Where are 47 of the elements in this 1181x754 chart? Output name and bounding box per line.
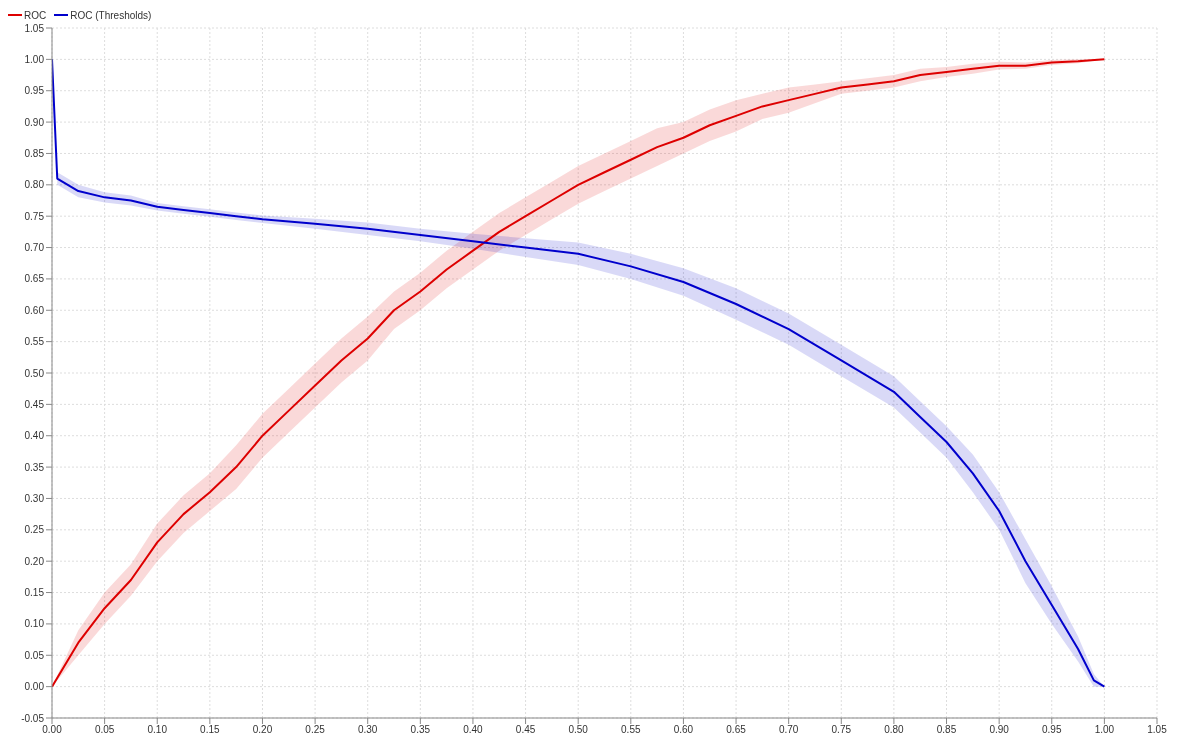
- y-tick-label: 1.05: [24, 22, 45, 34]
- y-tick-label: 0.10: [24, 618, 45, 630]
- legend-label: ROC: [24, 9, 47, 21]
- y-tick-label: 0.80: [24, 179, 45, 191]
- x-tick-label: 0.15: [200, 724, 221, 736]
- x-tick-label: 0.65: [726, 724, 747, 736]
- x-tick-label: 0.70: [778, 724, 799, 736]
- y-tick-label: 0.25: [24, 524, 45, 536]
- y-tick-label: 0.65: [24, 273, 45, 285]
- y-tick-label: 0.75: [24, 210, 45, 222]
- y-tick-label: 0.20: [24, 555, 45, 567]
- x-tick-label: 0.50: [568, 724, 589, 736]
- x-tick-label: 0.05: [94, 724, 115, 736]
- y-tick-label: 0.30: [24, 493, 45, 504]
- y-tick-label: 0.50: [24, 367, 45, 379]
- x-tick-label: 0.45: [515, 724, 536, 736]
- x-tick-label: 0.10: [147, 724, 168, 736]
- x-tick-label: 0.60: [673, 724, 694, 736]
- x-tick-label: 0.85: [936, 724, 957, 736]
- y-tick-label: 0.40: [24, 430, 45, 442]
- y-tick-label: 0.60: [24, 304, 45, 316]
- y-tick-label: 0.55: [24, 336, 45, 348]
- y-tick-label: 0.05: [24, 649, 45, 661]
- x-tick-label: 0.40: [463, 724, 484, 736]
- x-tick-label: 0.75: [831, 724, 852, 736]
- x-tick-label: 0.00: [42, 724, 63, 736]
- y-tick-label: 0.85: [24, 148, 45, 159]
- x-tick-label: 0.25: [305, 724, 326, 736]
- x-tick-label: 0.35: [410, 724, 431, 736]
- y-tick-label: 0.35: [24, 461, 45, 473]
- y-tick-label: 0.70: [24, 242, 45, 254]
- x-tick-label: 0.30: [357, 724, 378, 736]
- y-tick-label: 0.45: [24, 398, 45, 410]
- y-tick-label: 0.90: [24, 116, 45, 128]
- x-tick-label: 0.95: [1042, 724, 1062, 736]
- x-tick-label: 0.20: [252, 724, 273, 736]
- x-tick-label: 0.90: [989, 724, 1010, 736]
- x-tick-label: 1.05: [1147, 724, 1168, 736]
- y-tick-label: 0.15: [24, 587, 45, 599]
- y-tick-label: 0.95: [24, 85, 45, 97]
- y-tick-label: 0.00: [24, 681, 45, 693]
- legend-label: ROC (Thresholds): [70, 9, 152, 21]
- x-tick-label: 1.00: [1094, 724, 1115, 736]
- y-tick-label: -0.05: [21, 712, 45, 724]
- x-tick-label: 0.55: [621, 724, 641, 736]
- x-tick-label: 0.80: [884, 724, 905, 736]
- y-tick-label: 1.00: [24, 53, 45, 65]
